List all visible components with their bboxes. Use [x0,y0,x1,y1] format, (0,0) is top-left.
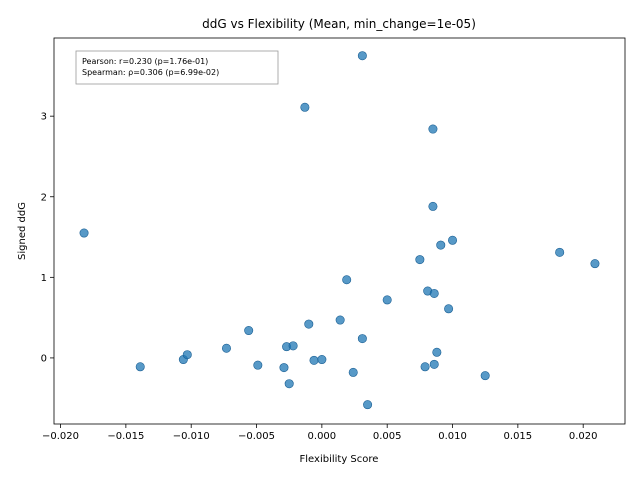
points-layer [79,51,600,410]
data-point [448,235,458,245]
stats-box: Pearson: r=0.230 (p=1.76e-01) Spearman: … [75,50,279,85]
data-point [363,400,373,410]
data-point [300,102,310,112]
data-point [135,362,145,372]
data-point [357,51,367,61]
data-point [590,259,600,269]
data-point [429,288,439,298]
x-tick-label: 0.010 [438,431,467,442]
data-point [221,343,231,353]
data-point [436,240,446,250]
x-ticks: −0.020 −0.015 −0.010 −0.005 0.000 0.005 0.010 0… [42,424,598,442]
stats-box-frame [75,50,279,85]
chart-title: ddG vs Flexibility (Mean, min_change=1e-… [202,17,476,31]
data-point [428,124,438,134]
y-tick-label: 1 [41,273,47,284]
x-tick-label: −0.005 [238,431,275,442]
data-point [444,304,454,314]
data-point [244,326,254,336]
y-axis-label: Signed ddG [17,202,28,260]
plot-frame [53,37,626,425]
data-point [420,362,430,372]
data-point [432,347,442,357]
x-tick-label: 0.015 [504,431,533,442]
x-tick-label: 0.000 [308,431,337,442]
data-point [429,359,439,369]
stats-spearman: Spearman: ρ=0.306 (p=6.99e-02) [82,68,219,77]
data-point [382,295,392,305]
stats-pearson: Pearson: r=0.230 (p=1.76e-01) [82,57,208,66]
data-point [335,315,345,325]
data-point [415,255,425,265]
data-point [79,228,89,238]
y-tick-label: 3 [41,112,47,123]
data-point [342,275,352,285]
y-ticks: 0 1 2 3 [41,112,54,364]
y-tick-label: 2 [41,192,47,203]
data-point [357,334,367,344]
data-point [555,247,565,257]
data-point [480,371,490,381]
y-tick-label: 0 [41,353,47,364]
x-tick-label: −0.020 [42,431,79,442]
x-tick-label: −0.015 [107,431,144,442]
x-tick-label: −0.010 [173,431,210,442]
data-point [304,319,314,329]
data-point [317,355,327,365]
data-point [428,201,438,211]
x-tick-label: 0.020 [569,431,598,442]
data-point [309,355,319,365]
data-point [279,363,289,373]
data-point [253,360,263,370]
data-point [288,341,298,351]
x-axis-label: Flexibility Score [300,454,379,465]
data-point [182,350,192,360]
data-point [348,367,358,377]
data-point [284,379,294,389]
x-tick-label: 0.005 [373,431,402,442]
